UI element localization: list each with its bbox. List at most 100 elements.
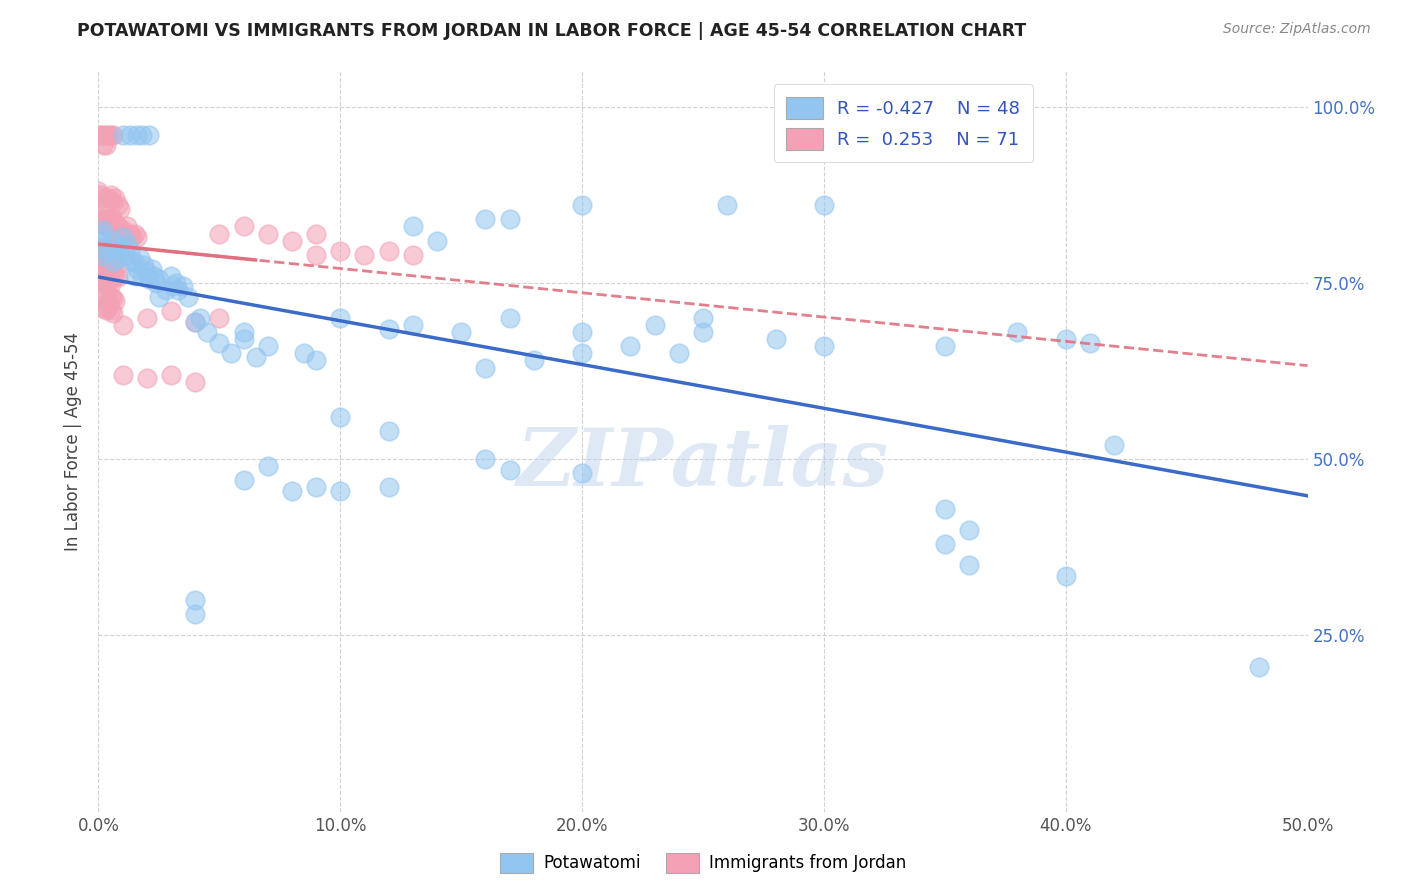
Point [155,283,177,297]
Point [195,325,218,339]
Point [377,322,399,336]
Point [162,279,184,293]
Point [100,241,122,255]
Point [256,339,278,353]
Point [100,302,122,317]
Point [232,325,254,339]
Point [177,290,200,304]
Point [91,128,114,142]
Point [117,237,139,252]
Point [111,318,134,333]
Point [208,311,231,326]
Point [91,242,114,256]
Point [94,267,117,281]
Point [1054,332,1077,346]
Legend: Potawatomi, Immigrants from Jordan: Potawatomi, Immigrants from Jordan [494,847,912,880]
Point [957,558,980,572]
Point [143,268,166,283]
Point [97,214,120,228]
Point [124,254,146,268]
Point [111,223,134,237]
Point [121,254,143,268]
Point [127,261,149,276]
Point [118,227,141,241]
Point [91,216,114,230]
Point [402,248,425,262]
Point [329,409,352,424]
Point [100,277,122,292]
Point [107,230,129,244]
Point [107,251,129,265]
Point [104,227,127,241]
Point [135,311,157,326]
Point [131,268,153,283]
Point [813,339,835,353]
Point [498,212,520,227]
Point [450,325,472,339]
Point [135,265,157,279]
Y-axis label: In Labor Force | Age 45-54: In Labor Force | Age 45-54 [65,332,83,551]
Point [134,258,156,272]
Point [377,244,399,259]
Point [208,335,231,350]
Point [107,244,129,258]
Point [91,223,114,237]
Point [90,244,112,259]
Point [94,244,117,259]
Point [377,480,399,494]
Point [111,230,134,244]
Point [97,191,120,205]
Point [107,219,129,234]
Point [1078,335,1101,350]
Point [101,244,124,259]
Point [644,318,666,333]
Point [108,202,131,216]
Point [104,244,127,259]
Point [118,128,141,142]
Point [100,187,122,202]
Point [1249,660,1271,674]
Point [101,194,124,209]
Point [101,223,124,237]
Point [107,258,129,272]
Point [765,332,787,346]
Point [94,277,117,292]
Point [104,216,127,230]
Point [108,227,131,241]
Point [104,268,127,283]
Point [138,128,160,142]
Point [474,212,496,227]
Point [90,248,112,262]
Point [100,265,122,279]
Point [145,276,167,290]
Point [160,368,183,382]
Point [91,265,114,279]
Point [957,523,980,537]
Point [148,272,170,286]
Point [87,128,110,142]
Point [281,234,304,248]
Point [91,191,114,205]
Point [90,234,112,248]
Point [221,346,243,360]
Point [184,375,207,389]
Point [692,311,714,326]
Point [131,128,153,142]
Point [124,227,146,241]
Point [97,293,120,308]
Point [118,244,141,259]
Point [104,293,127,308]
Point [305,227,328,241]
Point [135,371,157,385]
Point [305,353,328,368]
Point [101,256,124,270]
Point [188,311,211,326]
Point [281,483,304,498]
Point [329,483,352,498]
Point [329,311,352,326]
Point [101,212,124,227]
Point [377,424,399,438]
Point [94,194,117,209]
Point [107,270,129,285]
Point [90,227,112,241]
